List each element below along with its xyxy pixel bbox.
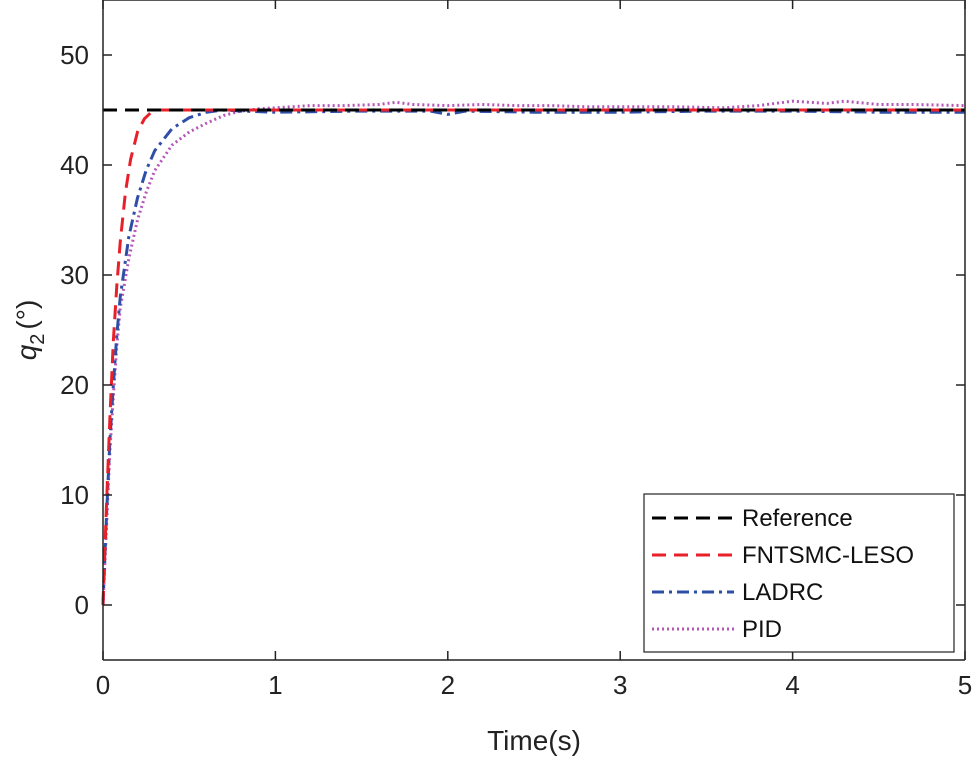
y-tick-label: 10 xyxy=(60,480,89,510)
series-line-fntsmc-leso xyxy=(101,108,965,606)
axes-layer xyxy=(102,0,966,661)
y-tick-label: 0 xyxy=(75,590,89,620)
x-tick-label: 1 xyxy=(268,670,282,700)
y-tick-label: 30 xyxy=(60,260,89,290)
legend-items: Reference FNTSMC-LESO LADRC PID xyxy=(652,505,914,643)
y-tick-label: 40 xyxy=(60,150,89,180)
series-line-pid xyxy=(101,99,966,606)
y-axis-label-symbol: q xyxy=(11,344,42,360)
x-ticks: 0 1 2 3 4 5 xyxy=(96,0,972,700)
legend-label: PID xyxy=(742,616,782,643)
y-tick-label: 50 xyxy=(60,40,89,70)
x-tick-label: 3 xyxy=(613,670,627,700)
legend-label: Reference xyxy=(742,505,853,532)
legend-box xyxy=(643,493,955,653)
x-axis-label: Time(s) xyxy=(487,725,581,756)
legend: Reference FNTSMC-LESO LADRC PID xyxy=(643,493,955,653)
x-tick-label: 0 xyxy=(96,670,110,700)
x-tick-label: 5 xyxy=(958,670,972,700)
y-axis-label-subscript: 2 xyxy=(27,334,49,345)
x-tick-label: 2 xyxy=(441,670,455,700)
x-tick-label: 4 xyxy=(785,670,799,700)
y-axis-label: q2 (°) xyxy=(11,300,49,361)
series-layer xyxy=(101,99,966,606)
y-axis-label-unit: (°) xyxy=(11,300,42,330)
y-ticks: 0 10 20 30 40 50 xyxy=(60,40,965,620)
legend-label: LADRC xyxy=(742,579,823,606)
legend-label: FNTSMC-LESO xyxy=(742,542,914,569)
y-tick-label: 20 xyxy=(60,370,89,400)
